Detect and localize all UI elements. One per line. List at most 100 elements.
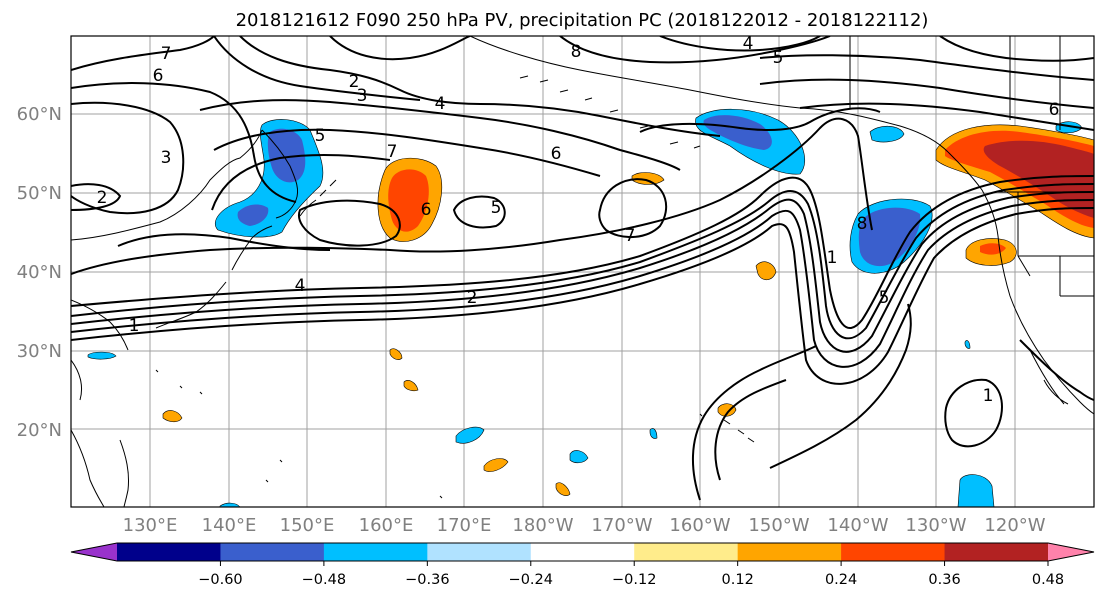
pv-contour [71, 191, 1094, 353]
pv-contour [639, 107, 881, 133]
pv-contour [239, 36, 721, 137]
map-panel: 7 6 2 3 4 5 8 4 5 6 3 2 7 6 5 7 4 2 1 8 [17, 34, 1095, 536]
pv-contour [71, 199, 1094, 368]
lon-label: 160°E [359, 515, 414, 536]
contour-label: 7 [161, 44, 172, 64]
colorbar-extend-high [1048, 543, 1094, 561]
colorbar-cell [841, 543, 946, 561]
lon-label: 130°E [123, 515, 178, 536]
pv-contour [692, 345, 817, 501]
precip-negative-alaska-inner [703, 115, 772, 150]
contour-label: 7 [625, 226, 636, 246]
contour-label: 6 [551, 144, 562, 164]
longitude-labels: 130°E 140°E 150°E 160°E 170°E 180°W 170°W 160°W… [123, 515, 1046, 536]
precip-negative-blob [569, 450, 589, 464]
precip-negative-okhotsk-inner [267, 128, 306, 183]
precip-positive-blob [389, 348, 403, 360]
contour-label: 8 [857, 214, 868, 234]
pv-contours [71, 36, 1094, 501]
lon-label: 120°W [984, 515, 1045, 536]
lat-label: 20°N [17, 420, 62, 441]
lat-label: 50°N [17, 183, 62, 204]
precip-positive-blob [631, 172, 665, 185]
lon-label: 160°W [669, 515, 730, 536]
precip-negative-blob [87, 351, 117, 360]
pv-contour [117, 233, 331, 251]
pv-contour [71, 207, 1094, 385]
precip-negative-blob [219, 502, 241, 507]
contour-label: 3 [357, 86, 368, 106]
lon-label: 170°W [591, 515, 652, 536]
contour-label: 4 [743, 34, 754, 54]
lat-label: 60°N [17, 104, 62, 125]
precip-positive-blob [162, 410, 183, 423]
colorbar-cell [530, 543, 635, 561]
contour-label: 6 [421, 200, 432, 220]
colorbar-tick-label: −0.36 [405, 572, 449, 588]
border-canada-provinces [849, 36, 1061, 130]
pv-contour [759, 54, 1094, 81]
precip-positive-blob [403, 380, 419, 392]
precip-positive-blob [717, 403, 737, 417]
colorbar: −0.60 −0.48 −0.36 −0.24 −0.12 0.12 0.24 0.36 0.4… [70, 542, 1095, 588]
precip-positive-blob [483, 458, 509, 472]
colorbar-tick-label: −0.60 [198, 572, 242, 588]
precip-negative-blob [649, 428, 658, 439]
lon-label: 170°E [437, 515, 492, 536]
colorbar-cell [634, 543, 739, 561]
colorbar-tick-label: 0.36 [928, 572, 960, 588]
pv-contour [71, 175, 1094, 329]
colorbar-cell [220, 543, 325, 561]
lon-label: 150°W [748, 515, 809, 536]
pv-contour [452, 195, 506, 229]
colorbar-extend-low [71, 543, 117, 561]
colorbar-cells [71, 543, 1094, 561]
lon-label: 150°E [280, 515, 335, 536]
contour-label: 2 [97, 188, 108, 208]
coastline-islands [155, 369, 703, 499]
coastline-philippines [119, 439, 129, 507]
pv-contour [944, 378, 1003, 448]
coastline-asia [71, 129, 263, 241]
colorbar-tick-label: −0.24 [509, 572, 553, 588]
map-frame [70, 35, 1095, 508]
pv-contour [71, 117, 873, 275]
pv-contour [199, 99, 681, 171]
pv-contour [799, 102, 1094, 131]
pv-contour [213, 36, 421, 101]
pv-contour [211, 153, 391, 211]
contour-label: 1 [827, 248, 838, 268]
lon-label: 180°W [512, 515, 573, 536]
border-states [1017, 192, 1094, 297]
pv-contour [329, 36, 471, 61]
colorbar-tick-label: 0.48 [1032, 572, 1064, 588]
coastlines [71, 36, 1094, 507]
pv-contour [71, 183, 1094, 340]
pv-contour [559, 36, 831, 64]
contour-label: 5 [491, 198, 502, 218]
precip-negative-offshore-inner [858, 207, 921, 267]
colorbar-cell [737, 543, 842, 561]
contour-label: 4 [295, 276, 306, 296]
lon-label: 140°E [202, 515, 257, 536]
figure-title: 2018121612 F090 250 hPa PV, precipitatio… [236, 10, 929, 31]
pv-contour [213, 128, 601, 177]
pv-contour [759, 78, 1094, 109]
precip-negative-sitka [869, 125, 905, 143]
pv-contour [71, 101, 185, 215]
contour-labels: 7 6 2 3 4 5 8 4 5 6 3 2 7 6 5 7 4 2 1 8 [97, 34, 1060, 406]
colorbar-tick-label: 0.24 [825, 572, 857, 588]
pv-contour [659, 36, 821, 52]
colorbar-labels: −0.60 −0.48 −0.36 −0.24 −0.12 0.12 0.24 0.36 0.4… [198, 561, 1064, 588]
coastline-kamchatka [261, 129, 299, 219]
contour-label: 5 [315, 126, 326, 146]
precip-shading [87, 108, 1094, 507]
colorbar-cell [427, 543, 532, 561]
precip-positive-blob [555, 482, 571, 496]
precip-negative-blob [964, 340, 971, 349]
precip-negative-hokkaido-inner [237, 204, 269, 226]
contour-label: 8 [571, 42, 582, 62]
pv-contour [714, 379, 787, 481]
colorbar-tick-label: −0.48 [302, 572, 346, 588]
